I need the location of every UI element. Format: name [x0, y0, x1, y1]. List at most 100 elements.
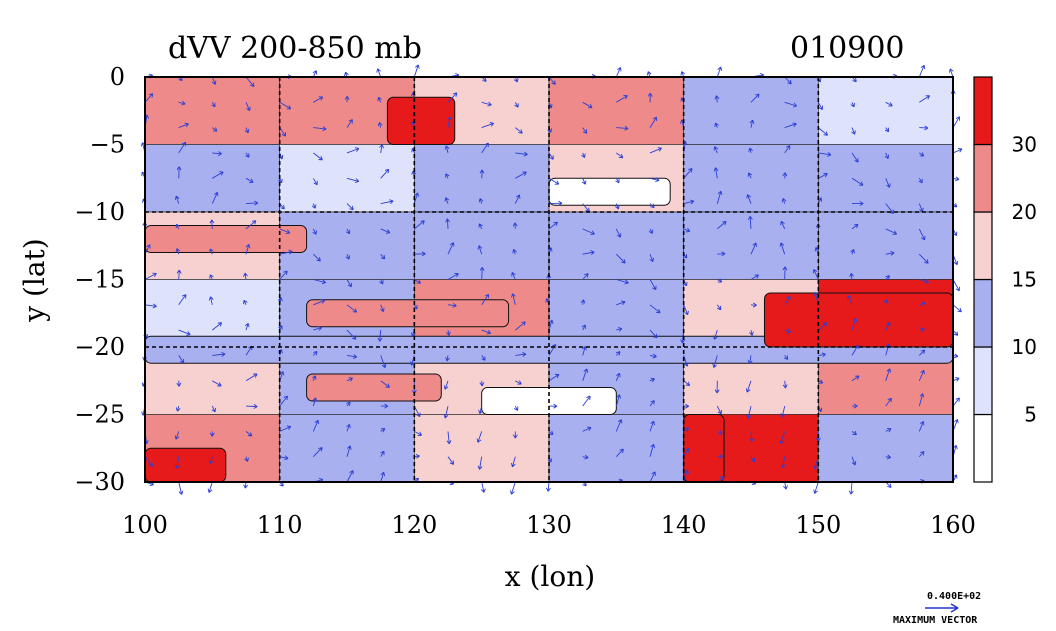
- x-tick-label: 110: [257, 511, 303, 539]
- wind-vector: [376, 68, 382, 78]
- wind-vector: [313, 299, 326, 306]
- wind-vector: [279, 395, 288, 407]
- wind-vector: [918, 420, 925, 432]
- heatmap-cell: [683, 211, 819, 280]
- wind-vector: [918, 369, 925, 381]
- wind-vector: [851, 430, 857, 436]
- wind-vector: [885, 454, 891, 460]
- y-tick-label: −10: [74, 198, 125, 226]
- y-axis-label: y (lat): [18, 238, 51, 322]
- colorbar-swatch: [973, 413, 993, 483]
- wind-vector: [414, 279, 421, 284]
- wind-vector: [919, 125, 929, 131]
- max-vector-caption: MAXIMUM VECTOR: [893, 615, 978, 626]
- wind-vector: [918, 64, 926, 78]
- wind-vector: [948, 68, 954, 78]
- wind-vector: [311, 375, 317, 381]
- wind-vector: [851, 403, 858, 409]
- wind-vector: [312, 70, 318, 78]
- wind-vector: [851, 201, 864, 206]
- wind-vector: [380, 355, 387, 369]
- wind-vector: [649, 400, 655, 407]
- wind-vector: [481, 122, 495, 129]
- wind-vector: [377, 330, 383, 342]
- wind-vector: [413, 304, 418, 310]
- wind-vector: [345, 254, 351, 260]
- wind-vector: [548, 200, 563, 206]
- wind-vector: [380, 304, 385, 313]
- wind-vector: [780, 405, 786, 418]
- wind-vector: [717, 430, 723, 435]
- wind-vector: [174, 431, 180, 440]
- wind-vector: [548, 152, 554, 160]
- wind-vector: [649, 377, 655, 383]
- wind-vector: [245, 102, 251, 112]
- wind-vector: [446, 330, 451, 336]
- wind-vector: [346, 147, 360, 154]
- wind-vector: [649, 177, 660, 183]
- wind-vector: [919, 95, 931, 103]
- wind-vector: [615, 351, 621, 356]
- wind-vector: [582, 101, 593, 109]
- x-tick-label: 160: [930, 511, 976, 539]
- wind-vector: [313, 326, 323, 331]
- wind-vector: [581, 152, 586, 158]
- wind-vector: [716, 405, 723, 415]
- wind-vector: [245, 76, 255, 88]
- wind-vector: [346, 279, 352, 288]
- wind-vector: [548, 403, 558, 409]
- wind-vector: [515, 321, 526, 331]
- wind-vector: [850, 102, 855, 108]
- wind-vector: [245, 177, 254, 183]
- wind-vector: [818, 352, 826, 358]
- wind-vector: [480, 481, 486, 493]
- date-label: 010900: [790, 31, 905, 66]
- wind-vector: [851, 223, 859, 230]
- max-vector-value: 0.400E+02: [927, 591, 981, 602]
- wind-vector: [582, 454, 589, 460]
- colorbar-swatch: [973, 278, 993, 348]
- wind-vector: [713, 329, 718, 340]
- y-tick-label: 0: [110, 63, 125, 91]
- wind-vector: [581, 178, 587, 185]
- wind-vector: [279, 425, 292, 432]
- wind-vector: [747, 355, 753, 365]
- wind-vector: [582, 228, 595, 236]
- wind-vector: [615, 253, 626, 264]
- wind-vector: [683, 403, 690, 409]
- wind-vector: [212, 351, 226, 357]
- wind-vector: [245, 152, 250, 158]
- wind-vector: [380, 253, 386, 260]
- heatmap-cell: [683, 76, 819, 145]
- wind-vector: [211, 191, 219, 204]
- colorbar-tick-label: 15: [1012, 268, 1037, 292]
- wind-vector: [208, 296, 214, 305]
- wind-vector: [444, 145, 450, 154]
- wind-vector: [750, 93, 760, 103]
- wind-vector: [174, 456, 180, 469]
- wind-vector: [481, 142, 489, 154]
- wind-vector: [514, 102, 519, 108]
- wind-vector: [478, 223, 483, 230]
- wind-vector: [784, 328, 792, 334]
- wind-vector: [312, 350, 318, 356]
- wind-vector: [616, 300, 626, 306]
- wind-vector: [851, 127, 856, 135]
- wind-vector: [615, 419, 623, 432]
- wind-vector: [243, 299, 248, 305]
- wind-vector: [885, 275, 890, 280]
- heatmap-feature: [683, 414, 725, 483]
- wind-vector: [582, 395, 591, 407]
- wind-vector: [784, 145, 791, 154]
- wind-vector: [175, 248, 181, 255]
- wind-vector: [413, 192, 420, 204]
- heatmap-cell: [818, 144, 954, 213]
- wind-vector: [209, 431, 215, 437]
- wind-vector: [176, 166, 182, 179]
- colorbar-swatch: [973, 76, 993, 146]
- wind-vector: [784, 101, 798, 108]
- wind-vector: [717, 278, 723, 283]
- wind-vector: [312, 228, 317, 235]
- heatmap-feature: [386, 96, 456, 145]
- wind-vector: [346, 445, 352, 457]
